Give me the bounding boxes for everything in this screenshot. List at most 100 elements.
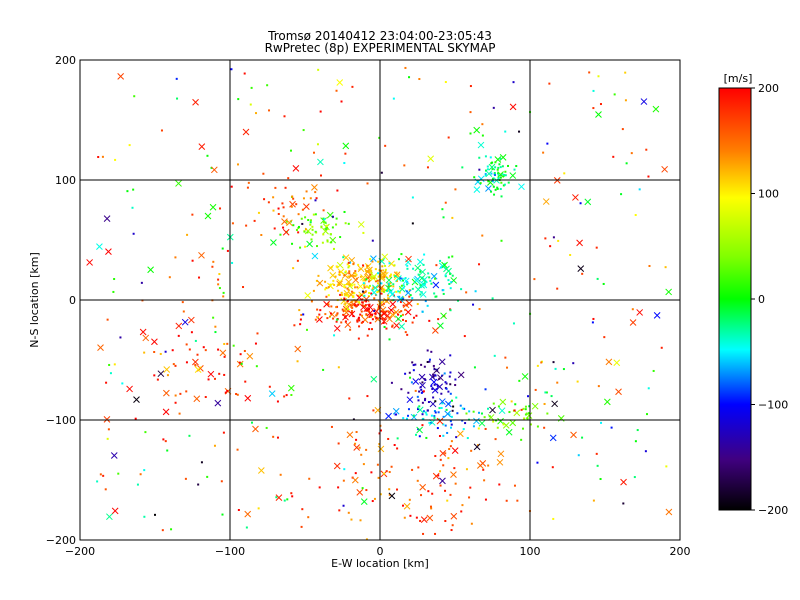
scatter-dot	[595, 452, 598, 455]
scatter-dot	[290, 492, 293, 495]
scatter-dot	[301, 208, 304, 211]
scatter-dot	[387, 297, 390, 300]
scatter-dot	[340, 293, 343, 296]
scatter-dot	[179, 392, 182, 395]
scatter-dot	[596, 464, 599, 467]
scatter-dot	[481, 123, 484, 126]
scatter-dot	[497, 166, 500, 169]
scatter-x-marker	[416, 258, 424, 266]
scatter-dot	[383, 318, 386, 321]
scatter-dot	[382, 287, 385, 290]
scatter-x-marker	[395, 315, 402, 323]
scatter-dot	[343, 303, 346, 306]
scatter-dot	[188, 348, 191, 351]
scatter-x-marker	[187, 316, 195, 324]
scatter-dot	[283, 499, 286, 502]
scatter-dot	[420, 391, 423, 394]
scatter-dot	[353, 302, 356, 305]
scatter-dot	[224, 391, 227, 394]
scatter-dot	[287, 177, 290, 180]
scatter-dot	[481, 134, 484, 137]
scatter-dot	[429, 279, 432, 282]
scatter-dot	[400, 310, 403, 313]
scatter-dot	[420, 494, 423, 497]
scatter-dot	[428, 319, 431, 322]
scatter-x-marker	[257, 467, 265, 474]
scatter-dot	[466, 437, 469, 440]
scatter-x-marker	[525, 412, 533, 419]
scatter-dot	[417, 273, 420, 276]
scatter-dot	[482, 468, 485, 471]
scatter-dot	[346, 263, 349, 266]
scatter-dot	[286, 498, 289, 501]
scatter-dot	[460, 288, 463, 291]
scatter-dot	[428, 421, 431, 424]
scatter-dot	[272, 209, 275, 212]
scatter-dot	[310, 238, 313, 241]
scatter-dot	[325, 295, 328, 298]
scatter-dot	[420, 291, 423, 294]
scatter-x-marker	[419, 268, 426, 276]
scatter-dot	[422, 532, 425, 535]
scatter-dot	[422, 390, 425, 393]
scatter-dot	[438, 377, 441, 380]
scatter-dot	[355, 438, 358, 441]
scatter-dot	[439, 470, 442, 473]
scatter-dot	[484, 388, 487, 391]
scatter-x-marker	[665, 288, 673, 296]
scatter-x-marker	[418, 274, 426, 282]
scatter-dot	[445, 408, 448, 411]
scatter-dot	[356, 286, 359, 289]
scatter-dot	[464, 422, 467, 425]
scatter-dot	[119, 336, 122, 339]
scatter-x-marker	[652, 105, 660, 113]
scatter-dot	[344, 315, 347, 318]
scatter-dot	[358, 319, 361, 322]
scatter-dot	[400, 277, 403, 280]
scatter-dot	[348, 275, 351, 278]
scatter-dot	[338, 284, 341, 287]
scatter-dot	[442, 289, 445, 292]
scatter-dot	[472, 303, 475, 306]
scatter-dot	[154, 513, 157, 516]
scatter-x-marker	[236, 360, 244, 368]
scatter-dot	[321, 241, 324, 244]
scatter-x-marker	[204, 212, 212, 220]
scatter-dot	[370, 272, 373, 275]
scatter-dot	[221, 513, 224, 516]
scatter-dot	[214, 331, 217, 334]
scatter-dot	[249, 103, 252, 106]
scatter-dot	[446, 499, 449, 502]
scatter-dot	[514, 403, 517, 406]
scatter-dot	[276, 436, 279, 439]
scatter-dot	[298, 309, 301, 312]
scatter-dot	[97, 156, 100, 159]
scatter-dot	[302, 197, 305, 200]
scatter-dot	[246, 186, 249, 189]
scatter-x-marker	[436, 417, 444, 425]
scatter-dot	[121, 382, 124, 385]
scatter-dot	[505, 499, 508, 502]
scatter-dot	[362, 291, 365, 294]
scatter-dot	[408, 295, 411, 298]
scatter-x-marker	[549, 434, 557, 442]
scatter-dot	[326, 239, 329, 242]
scatter-dot	[486, 165, 489, 168]
scatter-dot	[236, 448, 239, 451]
scatter-dot	[513, 168, 516, 171]
scatter-dot	[398, 295, 401, 298]
scatter-dot	[449, 354, 452, 357]
scatter-dot	[412, 369, 415, 372]
scatter-dot	[496, 168, 499, 171]
scatter-dot	[597, 385, 600, 388]
scatter-dot	[468, 496, 471, 499]
scatter-dot	[592, 107, 595, 110]
scatter-dot	[343, 274, 346, 277]
scatter-dot	[200, 461, 203, 464]
scatter-dot	[166, 449, 169, 452]
scatter-dot	[356, 320, 359, 323]
scatter-x-marker	[244, 510, 252, 518]
scatter-dot	[357, 303, 360, 306]
scatter-dot	[320, 226, 323, 229]
scatter-dot	[465, 468, 468, 471]
